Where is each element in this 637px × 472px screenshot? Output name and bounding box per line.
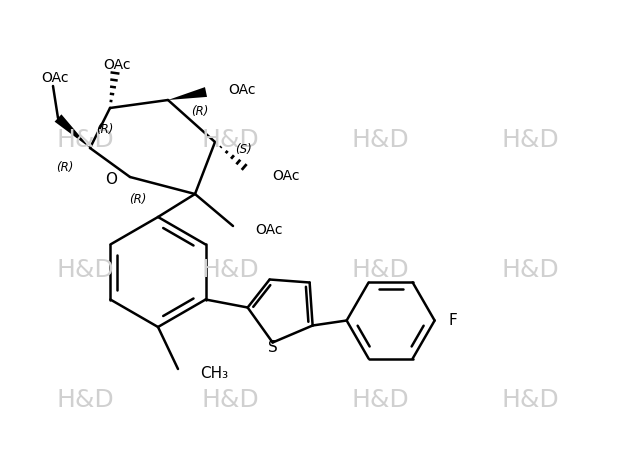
Text: CH₃: CH₃ [200, 365, 228, 380]
Text: H&D: H&D [201, 128, 259, 152]
Text: H&D: H&D [351, 128, 409, 152]
Text: H&D: H&D [501, 258, 559, 282]
Text: H&D: H&D [56, 388, 114, 412]
Text: OAc: OAc [272, 169, 299, 183]
Text: H&D: H&D [501, 128, 559, 152]
Text: H&D: H&D [201, 258, 259, 282]
Text: H&D: H&D [201, 388, 259, 412]
Polygon shape [168, 87, 207, 100]
Text: H&D: H&D [351, 258, 409, 282]
Text: OAc: OAc [255, 223, 282, 237]
Text: O: O [105, 171, 117, 186]
Text: H&D: H&D [351, 388, 409, 412]
Text: (R): (R) [191, 106, 209, 118]
Text: OAc: OAc [103, 58, 131, 72]
Text: OAc: OAc [41, 71, 69, 85]
Text: (S): (S) [234, 143, 252, 157]
Text: H&D: H&D [56, 128, 114, 152]
Text: (R): (R) [56, 161, 74, 175]
Text: OAc: OAc [228, 83, 255, 97]
Text: (R): (R) [129, 193, 147, 205]
Text: H&D: H&D [501, 388, 559, 412]
Text: S: S [268, 340, 278, 355]
Text: H&D: H&D [56, 258, 114, 282]
Text: (R): (R) [96, 124, 113, 136]
Text: F: F [448, 313, 457, 328]
Polygon shape [55, 114, 90, 148]
